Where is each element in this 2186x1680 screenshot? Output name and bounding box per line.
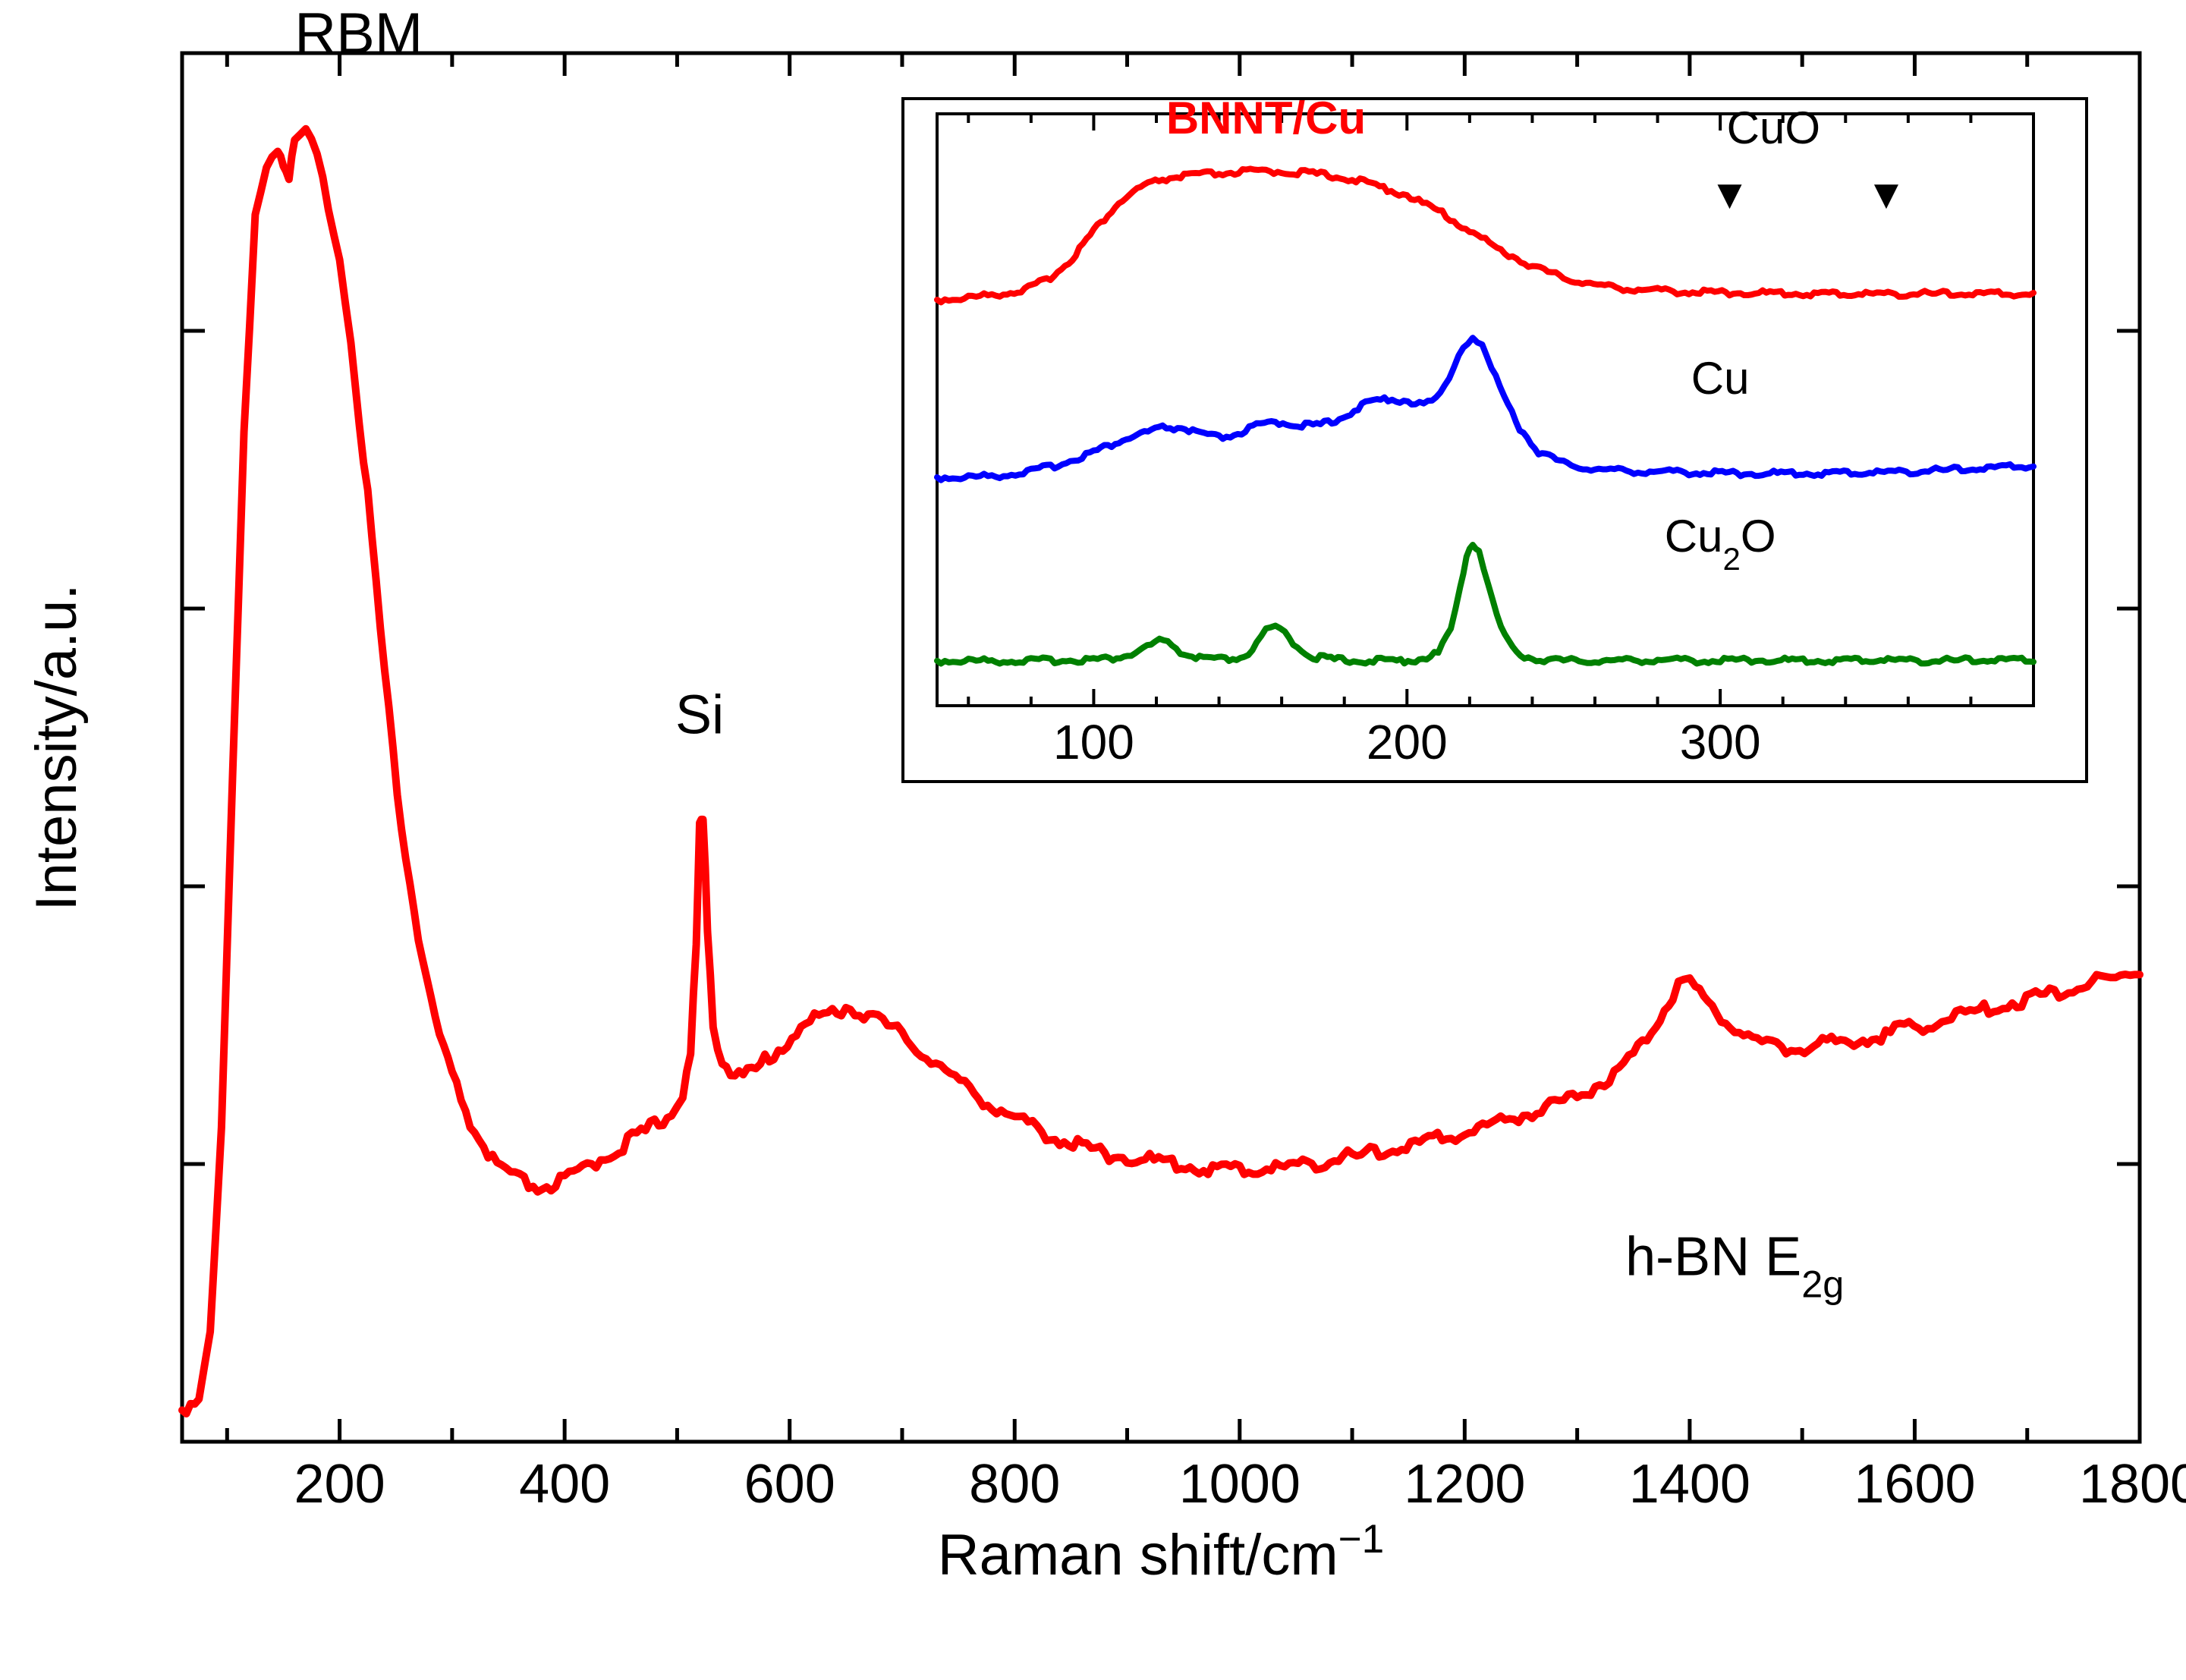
x-tick-label: 1600 [1854,1454,1975,1515]
x-tick-label: 400 [519,1454,610,1515]
figure-container: 200 400 600 800 1000 1200 1400 1600 1800 Raman sh… [0,0,2186,1680]
main-chart-svg: 200 400 600 800 1000 1200 1400 1600 1800 Raman sh… [0,0,2186,1680]
x-tick-label: 1800 [2079,1454,2186,1515]
y-axis-label: Intensity/a.u. [24,584,89,911]
inset-cuo-label: CuO [1727,102,1820,153]
x-tick-label: 800 [969,1454,1060,1515]
inset-label-BNNT/Cu: BNNT/Cu [1166,93,1366,143]
x-tick-label: 200 [294,1454,385,1515]
x-axis-label: Raman shift/cm−1 [938,1517,1385,1588]
si-label: Si [675,685,724,746]
x-tick-label: 1400 [1629,1454,1750,1515]
x-tick-label: 1200 [1404,1454,1525,1515]
inset-x-tick-label: 300 [1680,715,1761,769]
inset-x-tick-label: 200 [1367,715,1448,769]
hbn-label: h-BN E2g [1625,1226,1844,1305]
inset-outer-box [903,99,2087,782]
x-tick-label: 600 [744,1454,835,1515]
inset-x-tick-label: 100 [1053,715,1134,769]
inset-label-Cu: Cu [1691,353,1750,404]
rbm-label: RBM [294,2,423,66]
x-tick-label: 1000 [1179,1454,1301,1515]
